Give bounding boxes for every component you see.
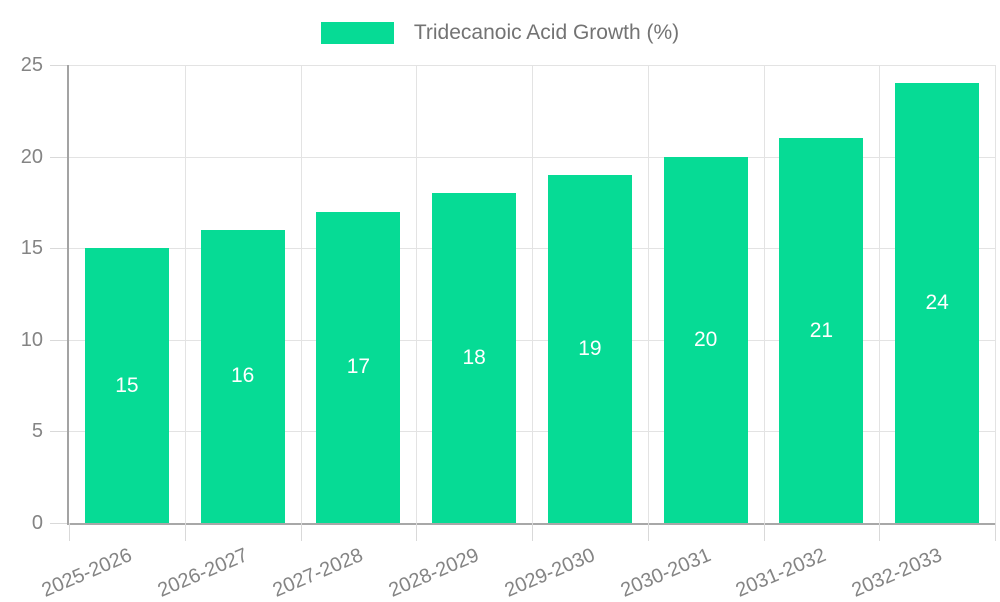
x-gridline xyxy=(300,65,302,523)
x-gridline xyxy=(416,65,418,523)
x-tick xyxy=(416,523,418,541)
x-gridline xyxy=(879,65,881,523)
bar-value-label: 15 xyxy=(115,373,139,397)
x-tick xyxy=(647,523,649,541)
y-axis-tick-label: 15 xyxy=(20,237,43,260)
bar: 16 xyxy=(200,229,285,523)
bar-value-label: 17 xyxy=(346,355,371,379)
x-axis-tick-label: 2032-2033 xyxy=(848,544,946,602)
x-tick xyxy=(879,523,881,541)
bar: 18 xyxy=(432,193,517,523)
plot-area: 0 5 10 15 20 25 15 2025-2026 16 2026-2027 17 2027-2… xyxy=(21,55,996,602)
y-axis-tick-label: 5 xyxy=(31,420,43,443)
bar-value-label: 19 xyxy=(578,336,602,360)
x-gridline xyxy=(995,65,996,523)
bar-value-label: 16 xyxy=(230,364,255,388)
x-axis-tick-label: 2030-2031 xyxy=(617,544,714,602)
y-tick xyxy=(50,523,67,524)
bar: 20 xyxy=(663,156,748,523)
y-tick xyxy=(50,65,67,66)
x-gridline xyxy=(763,65,765,523)
y-tick xyxy=(50,248,67,250)
x-axis-tick-label: 2029-2030 xyxy=(501,544,599,602)
bar-value-label: 21 xyxy=(809,318,834,342)
y-tick xyxy=(50,431,67,433)
bar: 19 xyxy=(547,174,632,523)
y-axis-tick-label: 25 xyxy=(20,54,43,76)
legend-label[interactable]: Tridecanoic Acid Growth (%) xyxy=(413,21,680,44)
x-axis-tick-label: 2031-2032 xyxy=(732,544,830,602)
y-axis-tick-label: 20 xyxy=(20,145,43,168)
x-gridline xyxy=(184,65,186,523)
y-axis-tick-label: 0 xyxy=(31,512,43,534)
x-tick xyxy=(532,523,533,541)
x-tick xyxy=(995,523,996,541)
bar-value-label: 18 xyxy=(462,346,486,370)
legend-swatch[interactable] xyxy=(320,22,394,44)
x-tick xyxy=(300,523,302,541)
x-axis-tick-label: 2026-2027 xyxy=(154,544,251,602)
x-axis-tick-label: 2028-2029 xyxy=(385,544,483,602)
bar: 17 xyxy=(316,211,401,523)
bar: 24 xyxy=(895,83,980,523)
y-tick xyxy=(50,156,67,158)
x-tick xyxy=(69,523,70,541)
y-axis-tick-label: 10 xyxy=(20,328,43,351)
x-tick xyxy=(184,523,186,541)
x-gridline xyxy=(647,65,649,523)
bar-value-label: 20 xyxy=(693,327,718,351)
x-axis-tick-label: 2025-2026 xyxy=(38,544,136,602)
y-tick xyxy=(50,339,67,341)
x-tick xyxy=(763,523,765,541)
chart-legend[interactable]: Tridecanoic Acid Growth (%) xyxy=(0,21,1000,45)
bar: 15 xyxy=(84,248,169,523)
x-gridline xyxy=(532,65,533,523)
x-axis-tick-label: 2027-2028 xyxy=(269,544,367,602)
bar: 21 xyxy=(779,138,864,523)
bar-value-label: 24 xyxy=(925,291,949,315)
